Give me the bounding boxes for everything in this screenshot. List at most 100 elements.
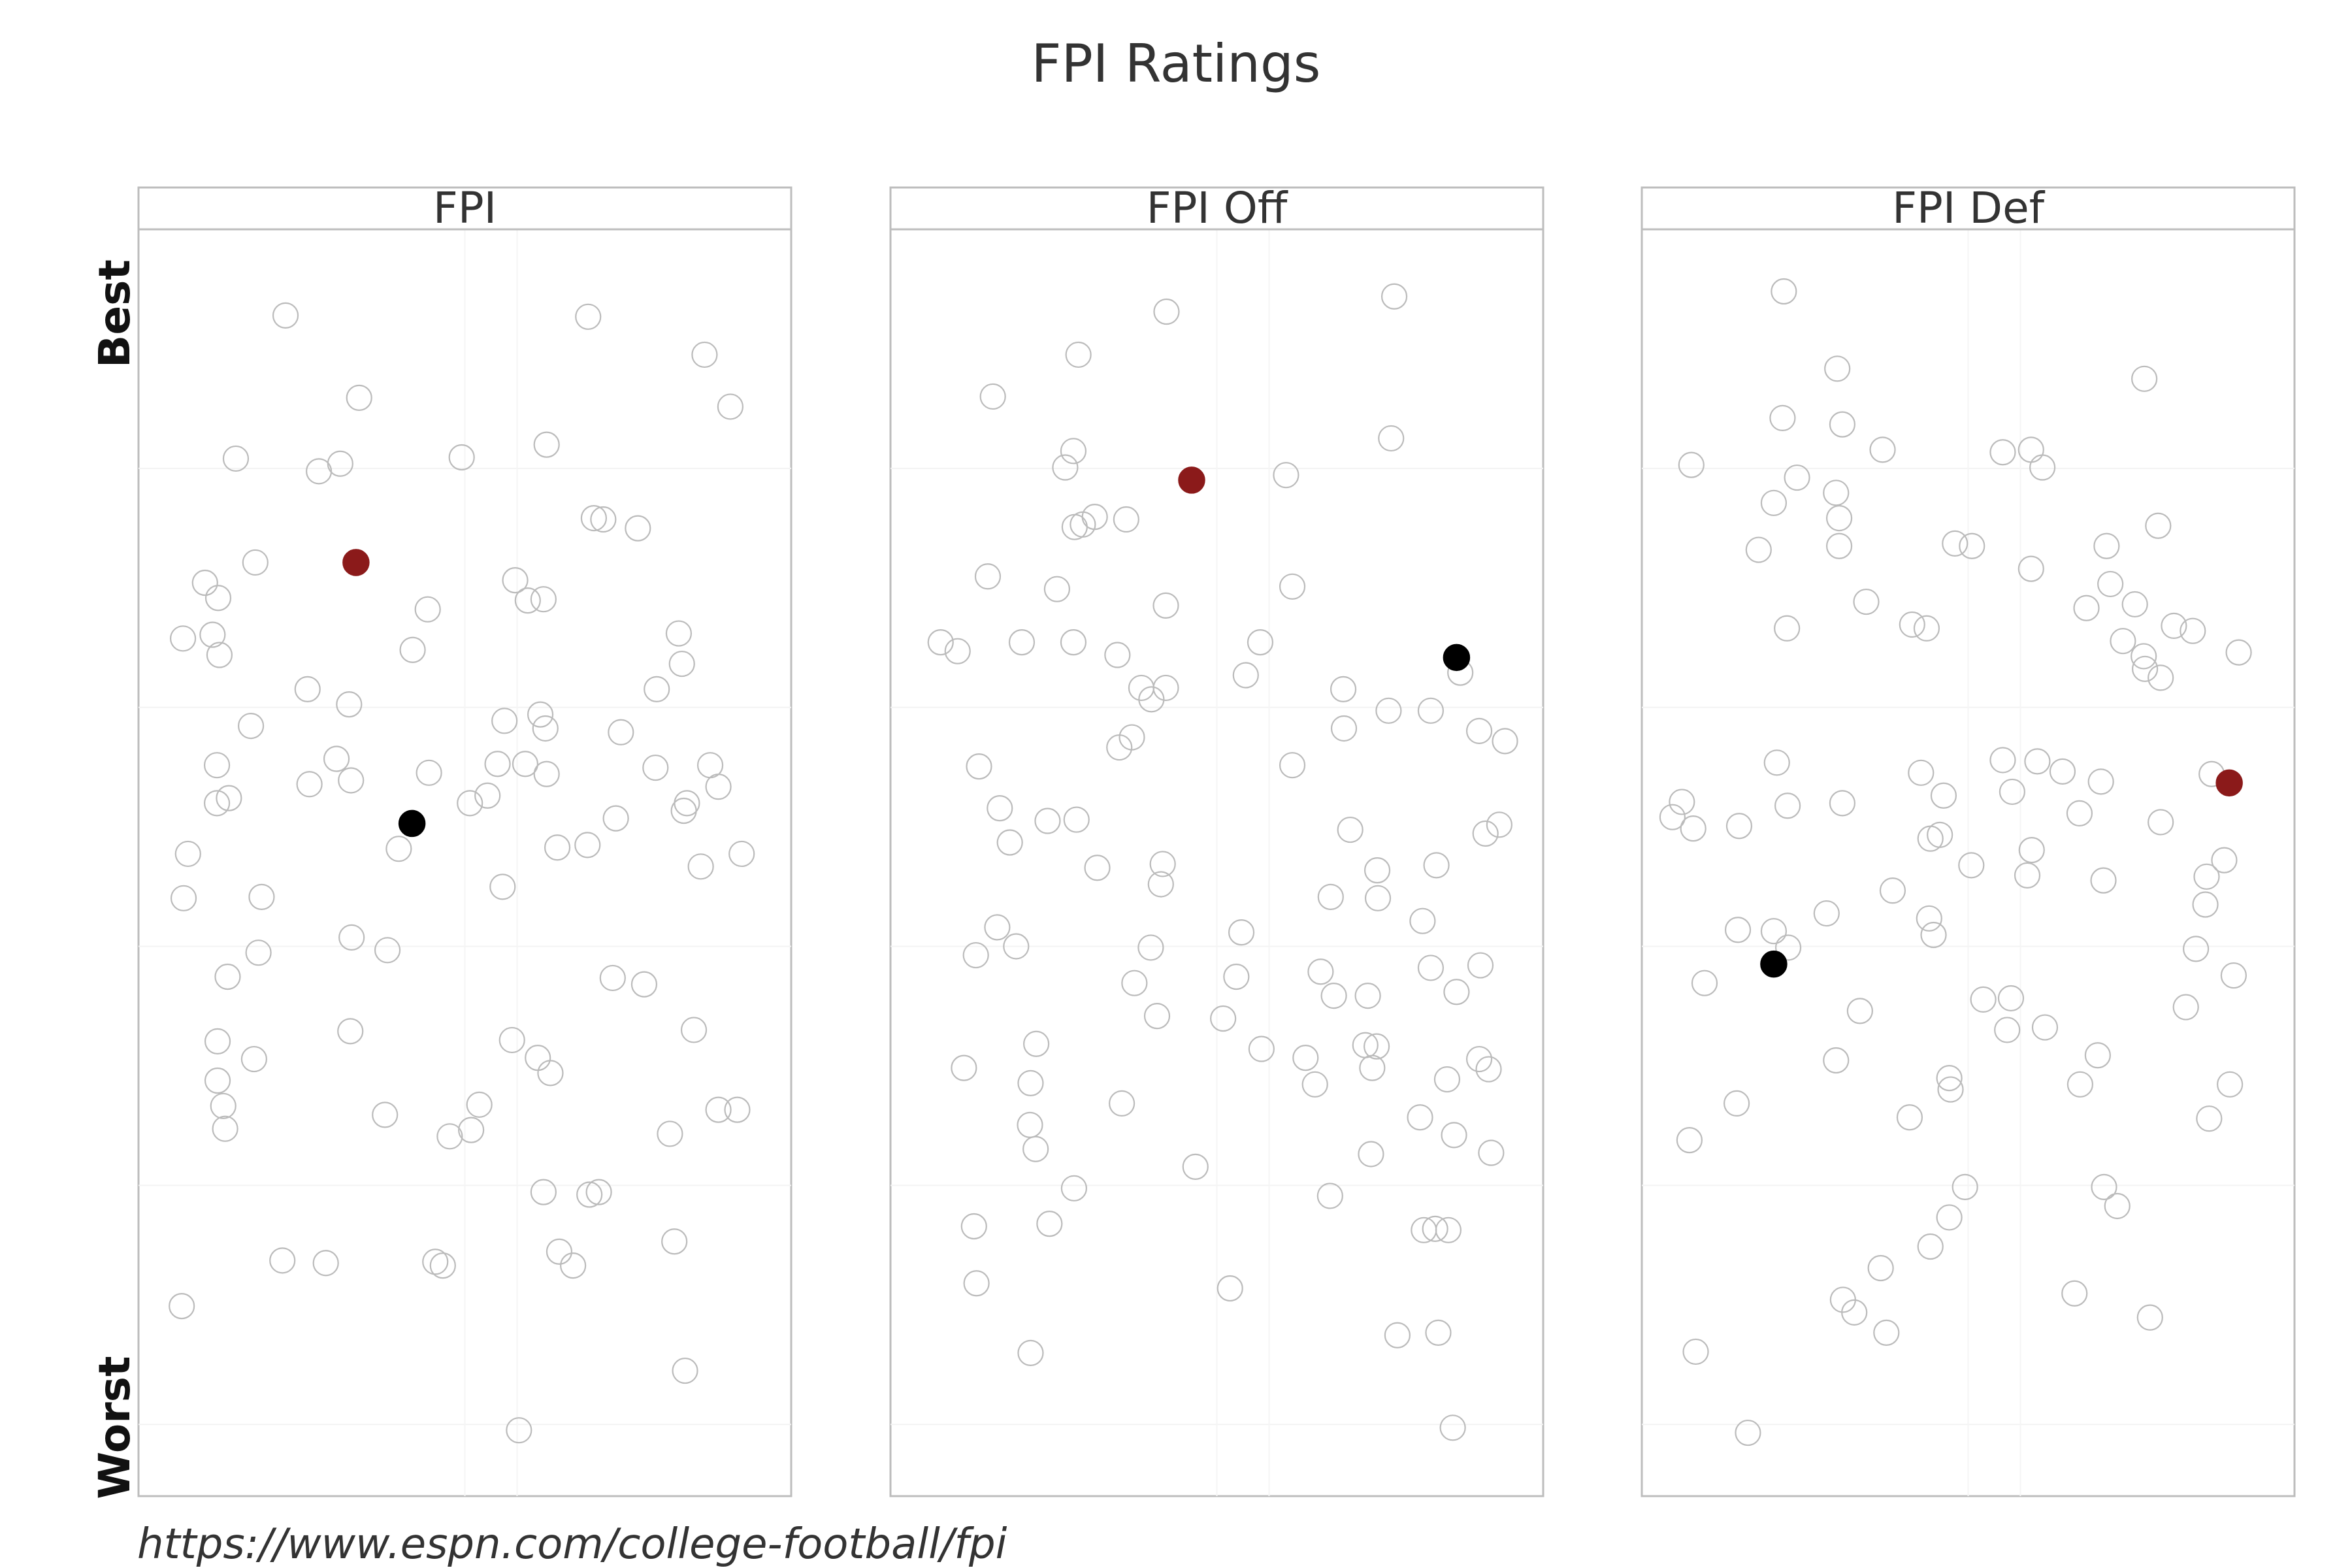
data-point	[484, 751, 511, 777]
data-point	[1409, 907, 1436, 934]
data-point	[625, 515, 651, 542]
data-point	[1153, 298, 1180, 325]
data-point	[1407, 1104, 1433, 1131]
data-point	[416, 759, 442, 786]
data-point	[1023, 1030, 1050, 1057]
data-point	[204, 585, 232, 612]
data-point	[1774, 792, 1801, 819]
data-point	[1829, 790, 1855, 817]
data-point	[1060, 629, 1087, 656]
data-point	[170, 885, 197, 911]
data-point	[1691, 970, 1718, 996]
data-point	[1760, 489, 1788, 516]
data-point	[962, 941, 989, 969]
data-point	[1917, 1233, 1944, 1260]
data-point	[1317, 883, 1344, 910]
data-point	[1143, 1003, 1171, 1030]
data-point	[1217, 1275, 1243, 1302]
data-point	[336, 691, 363, 718]
data-point	[1292, 1045, 1319, 1071]
data-point	[2066, 800, 2093, 826]
y-axis-label-best: Best	[90, 259, 140, 368]
data-point	[1472, 820, 1499, 847]
data-point	[1063, 806, 1090, 833]
data-point	[575, 303, 602, 330]
data-point	[466, 1091, 493, 1118]
data-point	[1380, 283, 1408, 310]
data-point	[530, 586, 557, 613]
data-point	[533, 431, 560, 458]
data-point	[1128, 674, 1155, 702]
data-point	[1467, 952, 1494, 979]
data-point	[1358, 1141, 1384, 1168]
data-point	[705, 774, 732, 800]
data-point	[1989, 439, 2016, 466]
data-point	[1682, 1338, 1709, 1365]
data-point	[305, 458, 333, 485]
data-point	[1034, 808, 1061, 834]
data-point	[2084, 1042, 2111, 1069]
data-point	[2073, 595, 2100, 621]
data-point	[1435, 1217, 1462, 1243]
data-point	[312, 1250, 339, 1277]
data-point	[323, 745, 350, 772]
data-point	[1247, 629, 1274, 656]
data-point	[2180, 617, 2206, 644]
data-point	[1760, 918, 1788, 945]
data-point	[2131, 365, 2158, 392]
data-point	[1771, 278, 1797, 305]
data-point	[728, 840, 755, 868]
data-point	[1823, 480, 1850, 506]
data-point	[1223, 963, 1250, 990]
data-point	[1147, 871, 1174, 898]
data-point	[1997, 985, 2025, 1012]
data-point	[1316, 1183, 1343, 1209]
data-point	[1008, 629, 1036, 656]
data-point	[1003, 933, 1030, 960]
data-point	[1232, 662, 1259, 689]
data-point	[1899, 611, 1925, 638]
data-point	[222, 445, 250, 472]
data-point	[1113, 506, 1139, 533]
data-point	[2014, 862, 2041, 889]
data-point	[668, 650, 695, 678]
data-point	[2193, 863, 2220, 890]
data-point	[2148, 664, 2174, 691]
data-point	[537, 1060, 564, 1086]
data-point	[996, 829, 1023, 856]
data-point	[608, 719, 634, 745]
data-point	[1149, 851, 1176, 877]
chart-title: FPI Ratings	[1032, 33, 1321, 94]
data-point	[1784, 464, 1810, 491]
source-caption: https://www.espn.com/college-football/fp…	[137, 1520, 1007, 1568]
data-point	[1425, 1319, 1452, 1346]
data-point	[2066, 1071, 2094, 1098]
data-point	[1279, 573, 1306, 600]
data-point	[1873, 1319, 1900, 1346]
data-point	[1869, 436, 1896, 463]
data-point	[514, 587, 541, 614]
facet-panel-2: FPI Off	[889, 183, 1544, 1497]
data-point	[1867, 1254, 1894, 1282]
data-point	[1680, 815, 1707, 842]
data-point	[2093, 532, 2120, 559]
data-point	[724, 1096, 751, 1123]
data-point	[1952, 1173, 1978, 1200]
data-point	[530, 1179, 557, 1205]
data-point	[1745, 536, 1772, 563]
data-point	[2148, 809, 2174, 836]
data-point	[1364, 857, 1391, 884]
data-point	[1774, 615, 1801, 642]
data-point	[661, 1228, 688, 1255]
data-point	[642, 754, 669, 781]
data-point	[1273, 462, 1299, 489]
data-point	[474, 782, 501, 809]
data-point	[1352, 1032, 1379, 1058]
data-point	[1769, 404, 1796, 432]
highlight-point-black	[1443, 644, 1471, 672]
data-point	[1999, 778, 2026, 806]
data-point	[1384, 1322, 1411, 1348]
data-point	[296, 771, 323, 798]
data-point	[422, 1249, 449, 1275]
data-point	[1465, 1045, 1493, 1073]
